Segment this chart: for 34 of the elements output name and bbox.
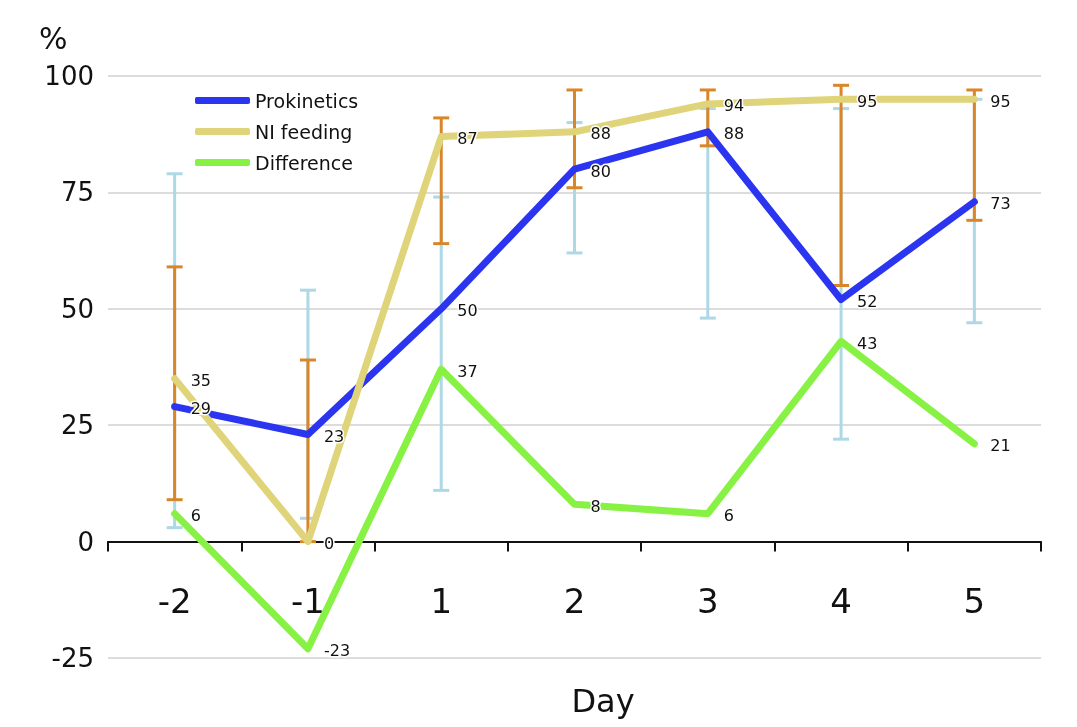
x-tick-label: -2 <box>157 580 192 621</box>
data-label: 87 <box>457 129 478 149</box>
x-tick-label: 2 <box>563 580 586 621</box>
x-axis-title: Day <box>571 682 635 720</box>
data-label: 21 <box>990 436 1011 456</box>
data-label: 88 <box>723 124 745 144</box>
data-label: 6 <box>723 506 734 526</box>
x-tick-label: 1 <box>430 580 453 621</box>
data-label: 88 <box>590 124 611 144</box>
y-tick-label: 25 <box>60 410 94 441</box>
data-label: 73 <box>990 194 1011 214</box>
data-label: 94 <box>723 96 745 116</box>
x-tick-label: -1 <box>290 580 325 621</box>
y-tick-label: -25 <box>51 643 94 673</box>
y-tick-label: 50 <box>60 293 94 324</box>
data-label: 35 <box>190 371 211 391</box>
data-label: 50 <box>457 301 478 321</box>
x-tick-label: 3 <box>696 580 719 621</box>
data-label: 95 <box>990 91 1011 111</box>
y-tick-label: 75 <box>60 177 94 208</box>
y-tick-label: 0 <box>77 526 94 557</box>
data-label: 80 <box>590 161 611 181</box>
data-label: 52 <box>857 291 878 311</box>
data-label: -23 <box>323 641 351 661</box>
x-tick-label: 4 <box>830 580 852 621</box>
y-axis-title: % <box>39 20 68 56</box>
legend-label: Difference <box>255 151 353 174</box>
data-label: 37 <box>457 361 478 381</box>
y-tick-label: 100 <box>44 61 94 91</box>
x-tick-label: 5 <box>963 580 986 621</box>
data-label: 43 <box>857 333 878 353</box>
legend-label: NI feeding <box>255 120 353 143</box>
data-label: 6 <box>190 506 201 526</box>
legend-label: Prokinetics <box>255 89 359 112</box>
